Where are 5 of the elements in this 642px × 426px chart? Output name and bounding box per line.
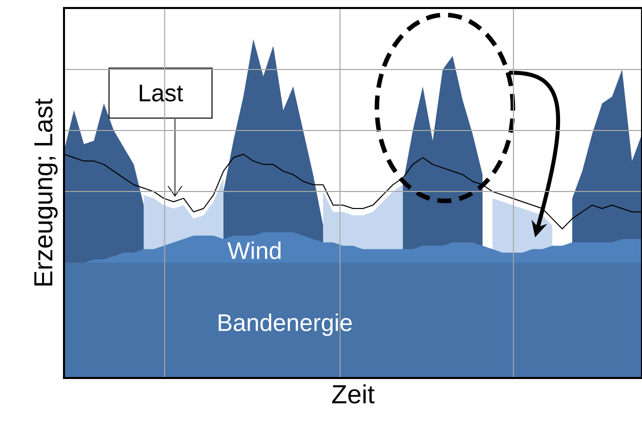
text: Last [140,84,184,102]
x-axis-title: Zeit [332,384,374,404]
series-label: Bandenergie [218,314,352,336]
y-axis-title: Erzeugung; Last [34,98,58,286]
series-label: Wind [228,242,281,260]
